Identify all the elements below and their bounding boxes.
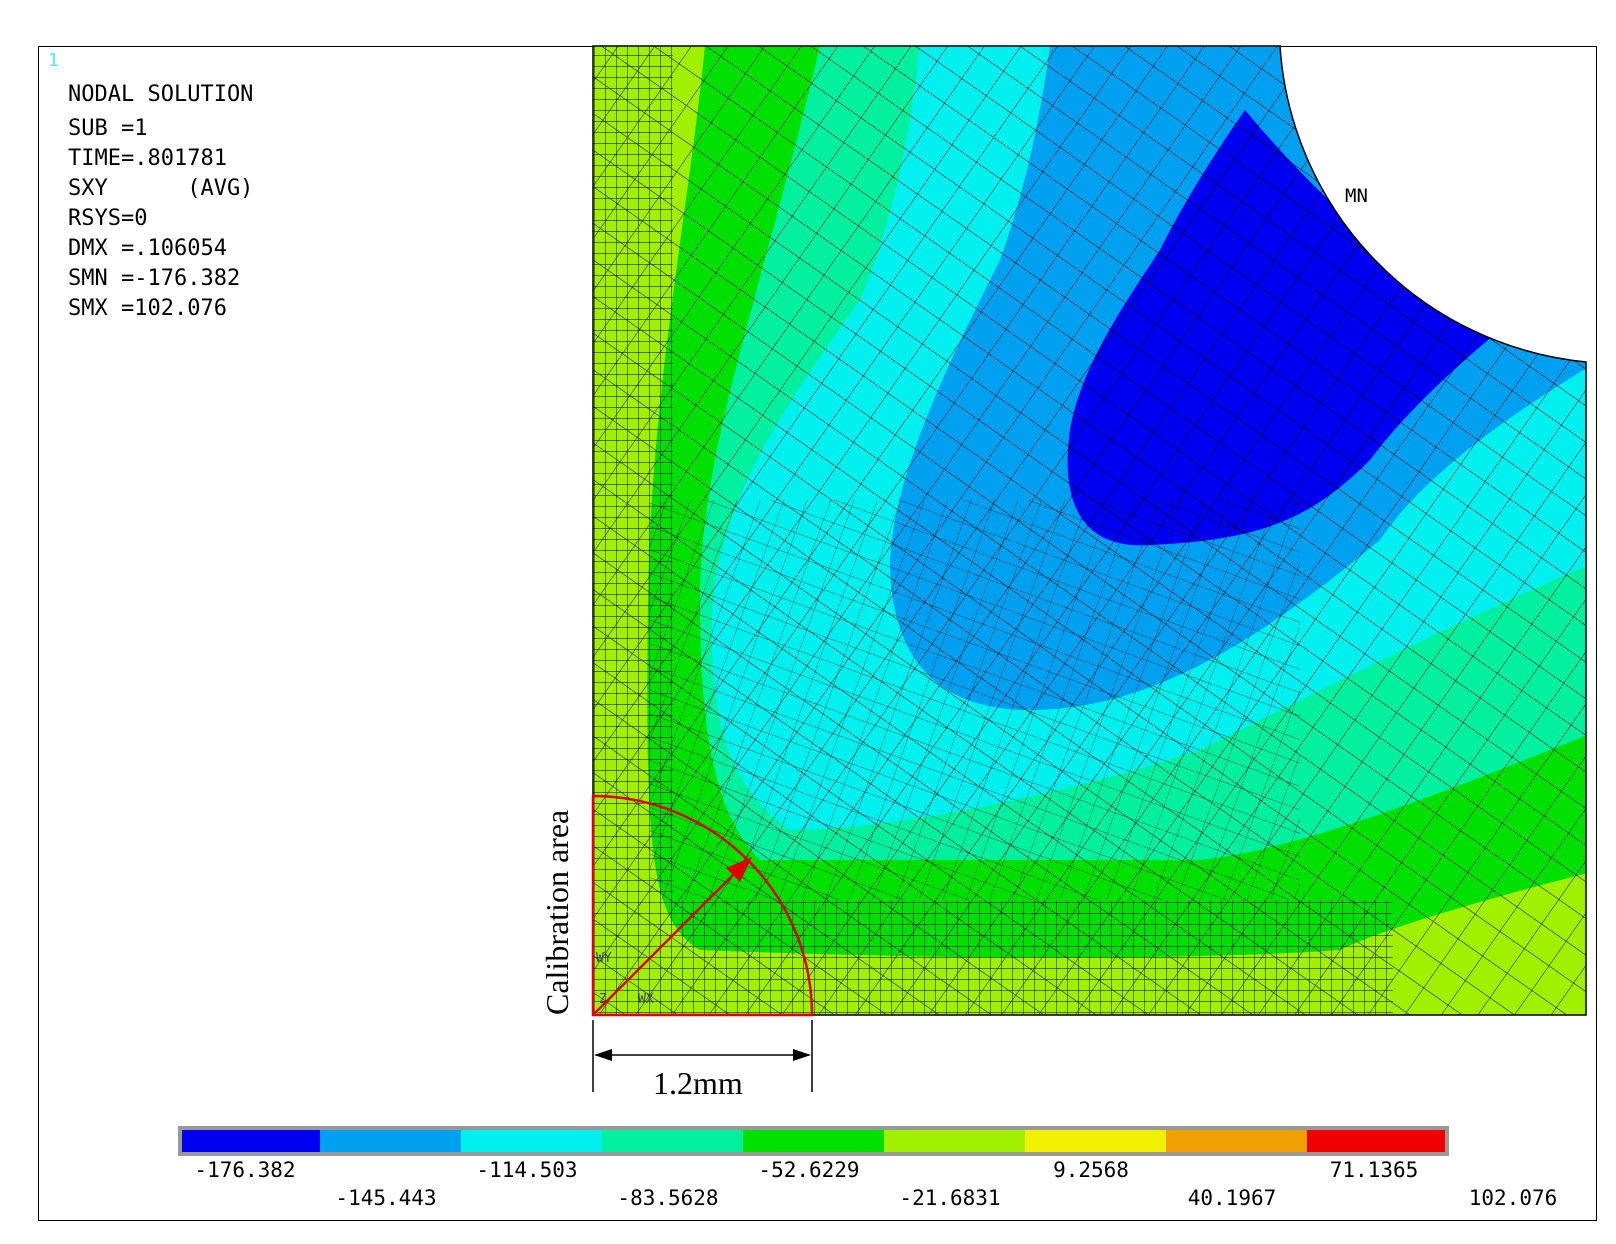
legend-swatch-1 bbox=[182, 1130, 320, 1152]
triad-label-wx: WX bbox=[638, 992, 654, 1007]
mesh-mid bbox=[650, 500, 1300, 900]
solution-title: NODAL SOLUTION bbox=[68, 82, 254, 107]
legend-value: -83.5628 bbox=[617, 1186, 719, 1210]
window-number: 1 bbox=[48, 50, 59, 71]
calibration-region-outline bbox=[591, 794, 814, 1017]
info-line-smx: SMX =102.076 bbox=[68, 296, 227, 321]
legend-swatch-9 bbox=[1307, 1130, 1445, 1152]
calibration-overlay bbox=[591, 794, 814, 1017]
legend-value: -21.6831 bbox=[899, 1186, 1001, 1210]
dimension-arrow-right bbox=[793, 1049, 811, 1061]
info-line-rsys: RSYS=0 bbox=[68, 206, 148, 231]
info-line-time: TIME=.801781 bbox=[68, 146, 227, 171]
legend-colorbar bbox=[178, 1126, 1449, 1156]
legend-swatch-8 bbox=[1166, 1130, 1307, 1152]
info-line-sub: SUB =1 bbox=[68, 116, 148, 141]
legend-swatch-4 bbox=[602, 1130, 743, 1152]
legend-value: 40.1967 bbox=[1187, 1186, 1277, 1210]
model-boundary bbox=[592, 45, 1587, 1016]
legend-value: 102.076 bbox=[1468, 1186, 1558, 1210]
info-line-dmx: DMX =.106054 bbox=[68, 236, 227, 261]
legend-value: -145.443 bbox=[335, 1186, 437, 1210]
legend-value: -52.6229 bbox=[758, 1158, 860, 1182]
legend-value: 9.2568 bbox=[1053, 1158, 1129, 1182]
legend-value: 71.1365 bbox=[1329, 1158, 1419, 1182]
legend-swatch-7 bbox=[1025, 1130, 1166, 1152]
mesh-fine-left bbox=[593, 46, 673, 1015]
solution-info: NODAL SOLUTION SUB =1 TIME=.801781 SXY (… bbox=[68, 80, 253, 324]
calibration-area-label: Calibration area bbox=[539, 810, 575, 1015]
calibration-arrowhead bbox=[726, 857, 752, 882]
info-line-smn: SMN =-176.382 bbox=[68, 266, 241, 291]
legend-swatch-2 bbox=[320, 1130, 461, 1152]
info-line-sxy: SXY (AVG) bbox=[68, 176, 254, 201]
legend-value: -176.382 bbox=[194, 1158, 296, 1182]
mesh-fine-bottom bbox=[593, 900, 1393, 1015]
triad-label-z: Z bbox=[599, 992, 607, 1007]
calibration-radius-arrow bbox=[592, 859, 749, 1016]
legend-swatch-5 bbox=[743, 1130, 884, 1152]
dimension-arrow-left bbox=[594, 1049, 612, 1061]
min-marker: MN bbox=[1345, 185, 1368, 207]
dimension-label: 1.2mm bbox=[653, 1065, 743, 1101]
legend-swatch-3 bbox=[461, 1130, 602, 1152]
legend-value: -114.503 bbox=[476, 1158, 578, 1182]
legend-swatch-6 bbox=[884, 1130, 1025, 1152]
stress-bands bbox=[593, 46, 1586, 1015]
triad-label-wy: WY bbox=[596, 951, 612, 966]
dimension-line bbox=[592, 1020, 813, 1092]
